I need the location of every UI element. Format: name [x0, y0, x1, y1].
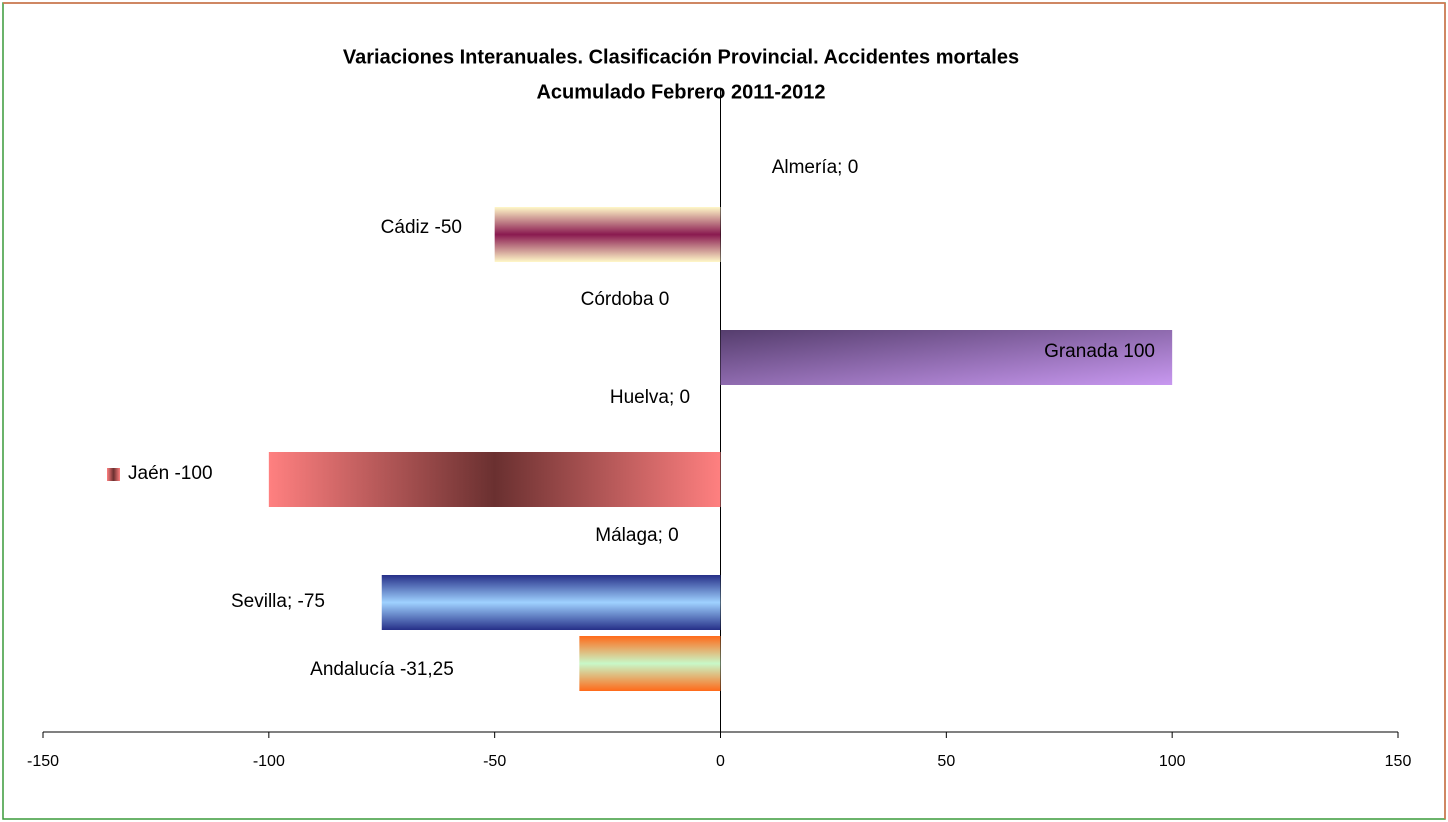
x-tick-label: -100 — [253, 753, 285, 770]
x-tick-label: -50 — [483, 753, 506, 770]
bar — [381, 575, 721, 630]
x-tick-label: -150 — [27, 753, 59, 770]
chart-subtitle: Acumulado Febrero 2011-2012 — [536, 81, 825, 103]
data-label: Córdoba 0 — [581, 289, 670, 310]
legend-key — [107, 468, 120, 481]
bar — [720, 330, 1173, 385]
data-label: Huelva; 0 — [610, 387, 690, 408]
data-label: Cádiz -50 — [381, 217, 462, 238]
data-label: Málaga; 0 — [595, 525, 678, 546]
data-label: Andalucía -31,25 — [310, 659, 454, 680]
chart-title: Variaciones Interanuales. Clasificación … — [343, 46, 1019, 68]
bar — [268, 452, 721, 507]
data-label: Almería; 0 — [772, 157, 859, 178]
data-label: Jaén -100 — [128, 463, 213, 484]
x-tick-label: 50 — [937, 753, 955, 770]
bar — [579, 636, 721, 691]
x-tick-label: 100 — [1159, 753, 1186, 770]
data-label: Sevilla; -75 — [231, 591, 325, 612]
x-tick-label: 0 — [716, 753, 725, 770]
x-tick-label: 150 — [1385, 753, 1412, 770]
data-label: Granada 100 — [1044, 341, 1155, 362]
bar — [494, 207, 721, 262]
